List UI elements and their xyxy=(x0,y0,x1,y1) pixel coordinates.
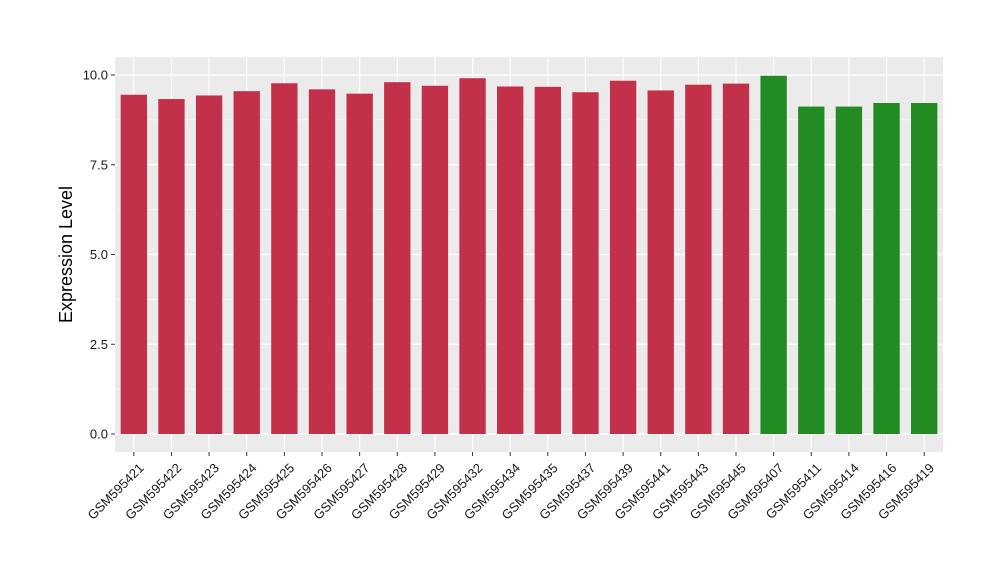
y-tick-label: 10.0 xyxy=(83,68,108,83)
bar-GSM595427 xyxy=(346,93,373,434)
bar-GSM595416 xyxy=(873,103,900,434)
bar-GSM595429 xyxy=(421,85,449,435)
bar-GSM595421 xyxy=(120,94,147,435)
y-tick-label: 0.0 xyxy=(90,427,108,442)
bar-GSM595414 xyxy=(835,106,863,434)
bar-GSM595434 xyxy=(497,86,524,434)
bars xyxy=(120,75,938,435)
y-tick-label: 2.5 xyxy=(90,337,108,352)
bar-GSM595435 xyxy=(534,86,561,435)
bar-GSM595443 xyxy=(685,84,712,435)
bar-GSM595437 xyxy=(572,92,599,435)
y-tick-label: 7.5 xyxy=(90,157,108,172)
bar-GSM595423 xyxy=(195,95,223,434)
bar-GSM595419 xyxy=(911,103,938,434)
bar-GSM595441 xyxy=(647,90,674,434)
y-tick-label: 5.0 xyxy=(90,247,108,262)
bar-GSM595432 xyxy=(459,78,486,434)
bar-GSM595424 xyxy=(233,91,260,434)
bar-GSM595411 xyxy=(798,106,825,434)
bar-GSM595439 xyxy=(609,80,637,434)
bar-GSM595428 xyxy=(384,82,411,435)
bar-GSM595445 xyxy=(722,83,750,434)
bar-GSM595426 xyxy=(308,89,336,435)
bar-GSM595422 xyxy=(158,99,185,434)
bar-GSM595425 xyxy=(271,83,298,434)
y-axis-title: Expression Level xyxy=(56,186,76,323)
bar-GSM595407 xyxy=(760,75,787,434)
